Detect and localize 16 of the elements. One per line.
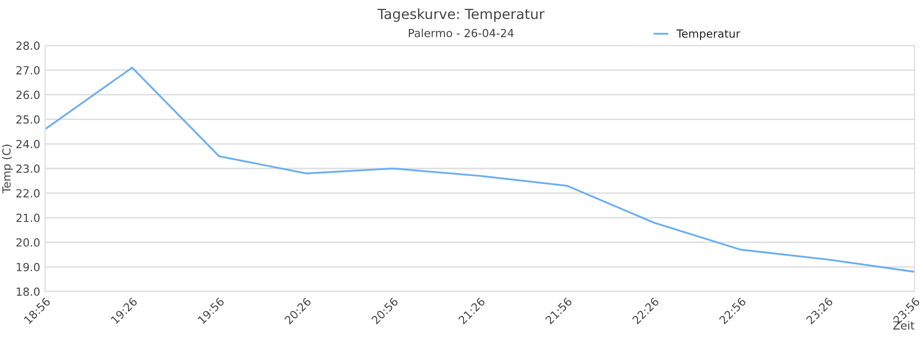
- y-tick-label: 18.0: [16, 287, 40, 296]
- y-tick-label: 22.0: [16, 189, 40, 198]
- y-tick-label: 25.0: [16, 115, 40, 124]
- legend-label: Temperatur: [676, 30, 740, 40]
- line-series: [45, 66, 915, 273]
- y-tick-label: 28.0: [16, 41, 40, 50]
- y-axis-title: Temp (C): [2, 144, 13, 194]
- y-tick-label: 21.0: [16, 214, 40, 222]
- y-tick-label: 26.0: [16, 90, 40, 100]
- y-tick-label: 24.0: [16, 140, 40, 148]
- y-tick-label: 20.0: [16, 238, 40, 247]
- y-tick-label: 27.0: [16, 66, 40, 74]
- chart-subtitle: Palermo - 26-04-24: [408, 28, 514, 38]
- y-tick-label: 23.0: [16, 164, 40, 173]
- chart-title: Tageskurve: Temperatur: [377, 8, 545, 22]
- y-tick-label: 19.0: [16, 262, 40, 272]
